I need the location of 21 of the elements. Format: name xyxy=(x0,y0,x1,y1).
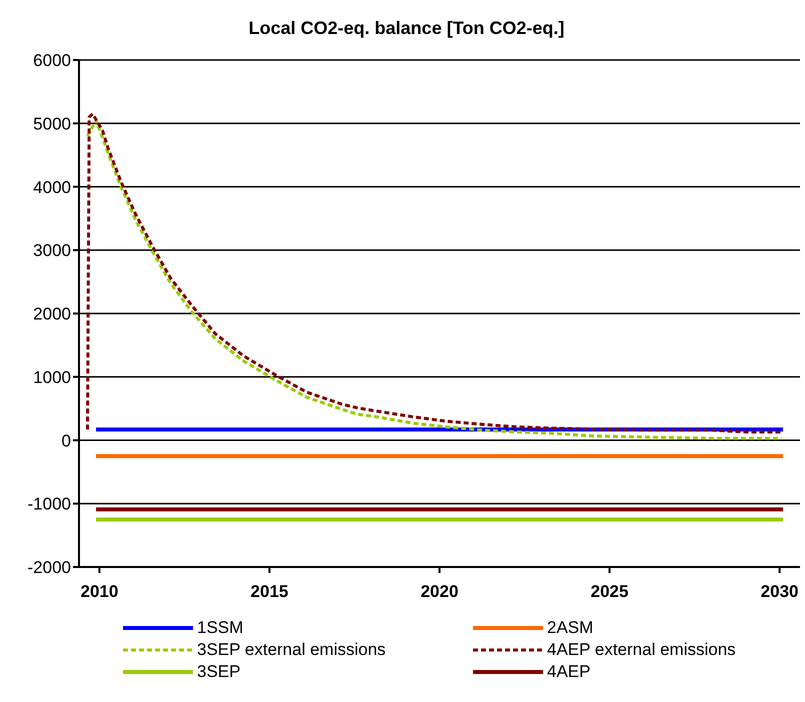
chart-title: Local CO2-eq. balance [Ton CO2-eq.] xyxy=(248,17,566,40)
legend-label: 3SEP external emissions xyxy=(197,639,386,661)
legend-label: 4AEP external emissions xyxy=(547,639,736,661)
y-tick-label: 3000 xyxy=(33,241,71,260)
y-tick-label: 0 xyxy=(62,431,71,450)
y-tick-label: 4000 xyxy=(33,178,71,197)
x-tick-label: 2020 xyxy=(420,582,458,602)
legend-label: 1SSM xyxy=(197,617,244,639)
y-tick-label: 2000 xyxy=(33,304,71,324)
legend-label: 4AEP xyxy=(547,661,590,683)
x-tick-label: 2025 xyxy=(590,582,628,602)
x-tick-label: 2030 xyxy=(760,582,799,602)
y-tick-label: 1000 xyxy=(33,368,71,387)
y-tick-label: -2000 xyxy=(28,558,71,578)
y-tick-label: 5000 xyxy=(33,114,71,134)
legend-label: 2ASM xyxy=(547,617,594,639)
y-tick-label: 6000 xyxy=(33,51,71,70)
x-tick-label: 2010 xyxy=(80,582,118,602)
legend-label: 3SEP xyxy=(197,661,240,683)
y-tick-label: -1000 xyxy=(28,494,71,514)
x-tick-label: 2015 xyxy=(250,582,288,602)
